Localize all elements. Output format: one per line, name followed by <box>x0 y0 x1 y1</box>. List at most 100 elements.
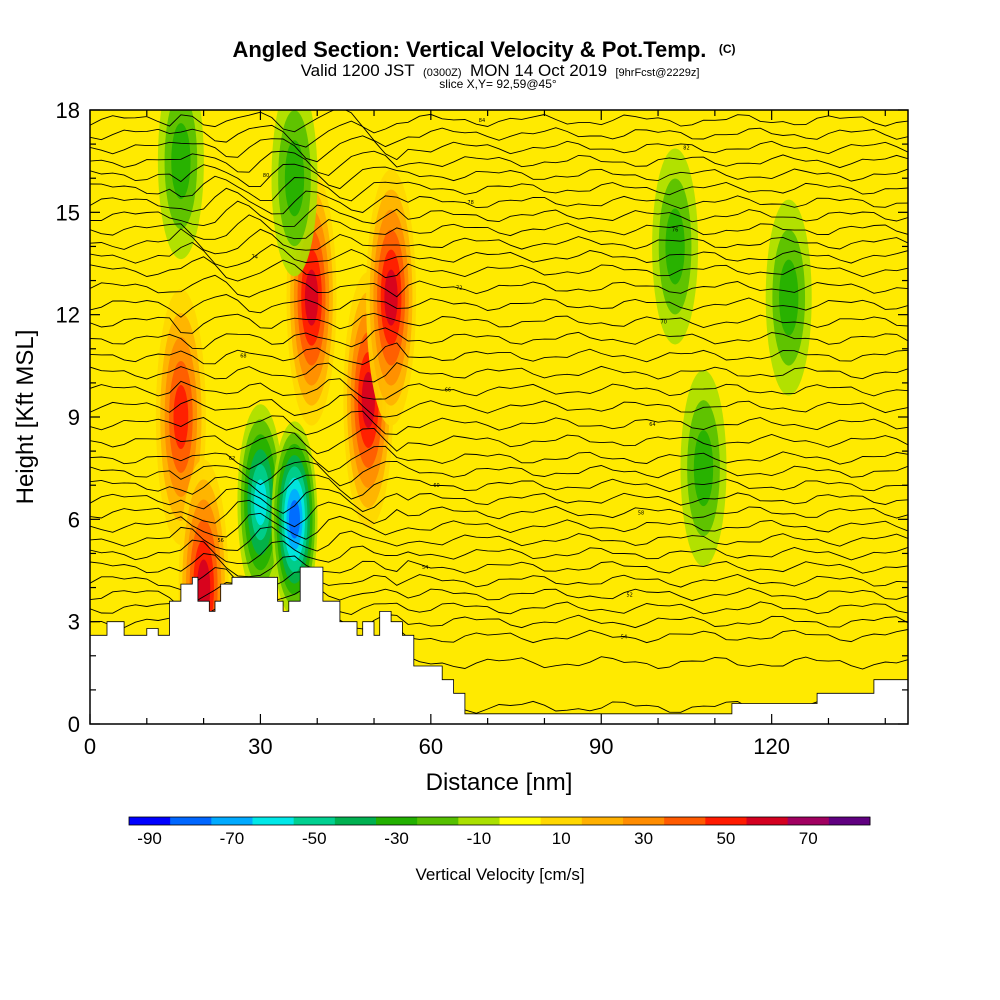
isentrope-line <box>90 526 908 552</box>
isentrope-line <box>90 175 908 202</box>
isentrope-line <box>90 241 908 269</box>
isentrope-label: 56 <box>217 538 223 544</box>
velocity-shade <box>173 385 189 449</box>
velocity-shade <box>384 269 398 326</box>
colorbar: -90 -70 -50 -30 -10 10 30 50 70 <box>128 816 871 848</box>
x-tick-label: 30 <box>248 734 272 759</box>
terrain <box>90 566 908 724</box>
colorbar-frame <box>128 816 871 826</box>
isentrope-line <box>90 200 908 228</box>
isentrope-line <box>90 327 908 350</box>
isentrope-label: 58 <box>638 511 644 517</box>
colorbar-swatch <box>581 817 624 825</box>
velocity-shade <box>779 259 799 336</box>
isentrope-label: 80 <box>263 173 269 179</box>
plot-area: 54505254565860626466687072747678808284 <box>90 110 908 724</box>
isentrope-line <box>90 274 908 298</box>
isentrope-line <box>90 512 908 540</box>
y-axis-label: Height [Kft MSL] <box>12 330 39 505</box>
x-axis: 0 30 60 90 120 <box>84 110 886 759</box>
subtitle-forecast: [9hrFcst@2229z] <box>616 67 700 79</box>
isentrope-line <box>90 427 908 455</box>
isentrope-line <box>90 294 908 318</box>
y-tick-label: 12 <box>56 303 80 328</box>
colorbar-swatch <box>129 817 171 825</box>
velocity-shade <box>304 269 319 326</box>
colorbar-swatch <box>334 817 377 825</box>
colorbar-swatch <box>458 817 500 825</box>
isentrope-line <box>90 163 908 190</box>
colorbar-swatch <box>252 817 295 825</box>
x-tick-label: 120 <box>753 734 790 759</box>
colorbar-swatch <box>499 817 542 825</box>
subtitle-date: MON 14 Oct 2019 <box>470 61 607 80</box>
colorbar-tick-label: -30 <box>384 829 409 848</box>
isentrope-label: 70 <box>661 319 667 325</box>
isentrope-line <box>90 150 908 177</box>
colorbar-swatch <box>376 817 418 825</box>
y-tick-label: 9 <box>68 405 80 430</box>
colorbar-swatch <box>211 817 253 825</box>
isentrope-label: 54 <box>422 565 428 571</box>
isentrope-line <box>90 312 908 334</box>
isentrope-label: 74 <box>252 255 258 261</box>
isentrope-line <box>90 378 908 400</box>
y-tick-label: 0 <box>68 712 80 737</box>
chart-subtitle: Valid 1200 JST (0300Z) MON 14 Oct 2019 [… <box>301 61 700 80</box>
isentrope-line <box>90 460 908 487</box>
isentrope-line <box>90 342 908 365</box>
isentrope-line <box>90 256 908 282</box>
isentrope-line <box>90 487 908 514</box>
velocity-feature-downdraft <box>652 148 699 345</box>
isentrope-line <box>90 110 908 134</box>
colorbar-swatch <box>746 817 789 825</box>
isentrope-line <box>90 362 908 383</box>
isentrope-line <box>90 394 908 418</box>
svg-text:Angled Section: Vertical Veloc: Angled Section: Vertical Velocity & Pot.… <box>232 37 735 62</box>
isentrope-label: 76 <box>672 227 678 233</box>
isentrope-label: 72 <box>456 285 462 291</box>
isentrope-line <box>90 499 908 528</box>
colorbar-tick-label: -70 <box>220 829 245 848</box>
subtitle-valid: Valid 1200 JST <box>301 61 415 80</box>
colorbar-tick-label: -90 <box>137 829 162 848</box>
isentrope-line <box>90 567 908 591</box>
isentrope-line <box>90 539 908 565</box>
isentrope-label: 54 <box>621 634 627 640</box>
colorbar-swatch <box>170 817 212 825</box>
isentrope-label: 60 <box>433 483 439 489</box>
colorbar-swatch <box>828 817 871 825</box>
colorbar-tick-label: -50 <box>302 829 327 848</box>
colorbar-swatch <box>293 817 336 825</box>
colorbar-tick-label: 30 <box>634 829 653 848</box>
colorbar-swatch <box>787 817 830 825</box>
colorbar-swatch <box>540 817 583 825</box>
isentrope-line <box>90 214 908 240</box>
velocity-shade <box>171 123 191 200</box>
isentrope-line <box>90 120 908 148</box>
velocity-feature-downdraft <box>765 199 812 396</box>
isentrope-label: 82 <box>683 146 689 152</box>
isentrope-line <box>90 553 908 578</box>
title-mark: (C) <box>719 42 736 56</box>
colorbar-swatch <box>623 817 665 825</box>
isentrope-label: 62 <box>229 456 235 462</box>
velocity-feature-downdraft <box>157 110 204 260</box>
y-tick-label: 6 <box>68 507 80 532</box>
isentrope-line <box>90 582 908 609</box>
isentrope-line <box>90 228 908 255</box>
x-tick-label: 90 <box>589 734 613 759</box>
colorbar-tick-label: 70 <box>799 829 818 848</box>
x-axis-label: Distance [nm] <box>426 769 573 796</box>
colorbar-label: Vertical Velocity [cm/s] <box>415 865 584 884</box>
isentrope-line <box>90 135 908 163</box>
potential-temperature-contours: 54505254565860626466687072747678808284 <box>90 110 908 718</box>
y-axis: 0 3 6 9 12 15 18 <box>56 98 908 737</box>
isentrope-line <box>90 445 908 473</box>
y-tick-label: 3 <box>68 610 80 635</box>
isentrope-label: 84 <box>479 118 485 124</box>
colorbar-swatch <box>417 817 459 825</box>
isentrope-label: 66 <box>445 388 451 394</box>
isentrope-label: 64 <box>649 422 655 428</box>
